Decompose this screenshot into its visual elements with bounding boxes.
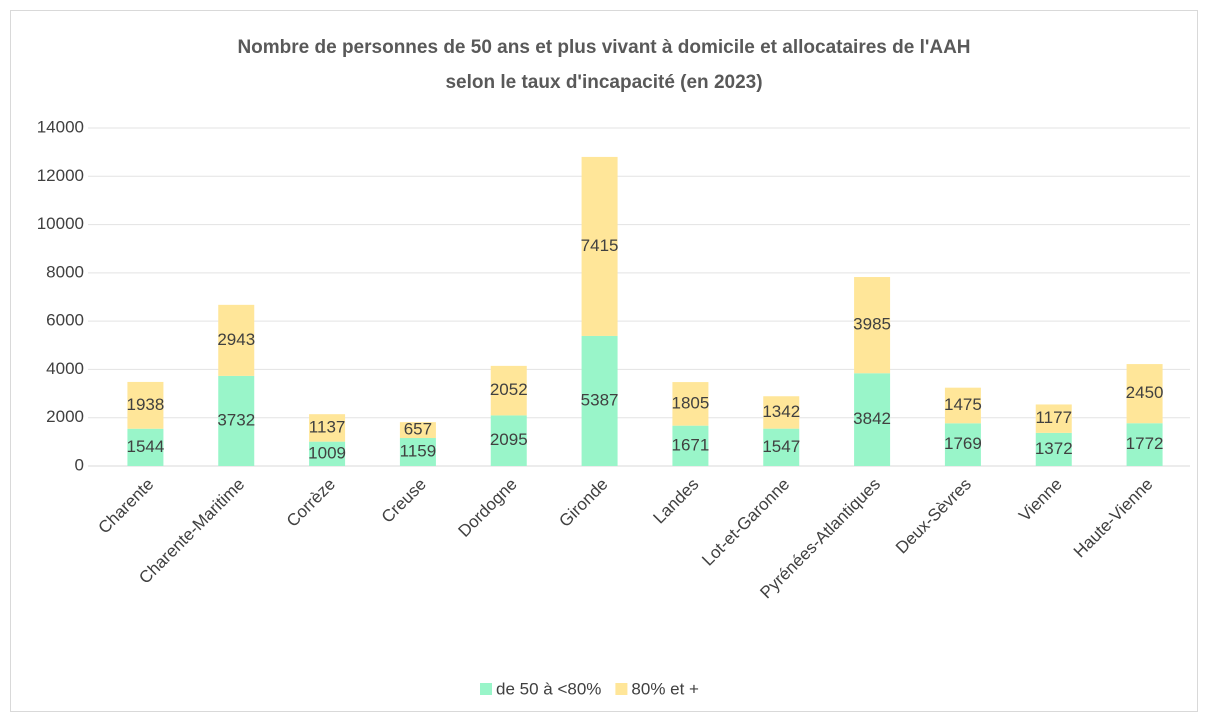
data-label: 7415 [581, 236, 619, 255]
chart-title: Nombre de personnes de 50 ans et plus vi… [237, 37, 970, 58]
bar-segment [944, 423, 981, 466]
y-tick-label: 8000 [46, 262, 84, 281]
bar-segment [218, 375, 255, 466]
data-label: 1177 [1035, 408, 1072, 427]
data-label: 2095 [490, 430, 528, 449]
bar-segment [581, 335, 618, 466]
data-label: 2450 [1126, 383, 1164, 402]
y-tick-label: 6000 [46, 311, 84, 330]
bar-segment [763, 428, 800, 466]
chart-title: selon le taux d'incapacité (en 2023) [445, 72, 762, 93]
y-tick-label: 4000 [46, 359, 84, 378]
legend-swatch [615, 683, 628, 695]
data-label: 1137 [309, 417, 346, 436]
data-label: 1009 [308, 443, 346, 462]
bar-segment [309, 414, 346, 442]
data-label: 1671 [672, 435, 710, 454]
data-label: 1342 [762, 402, 800, 421]
bar-segment [854, 277, 891, 374]
bar-segment [1126, 364, 1163, 424]
data-label: 1544 [127, 437, 165, 456]
y-tick-label: 12000 [37, 166, 84, 185]
y-tick-label: 14000 [37, 117, 84, 136]
data-label: 1547 [762, 437, 800, 456]
y-tick-label: 2000 [46, 407, 84, 426]
bar-segment [399, 422, 436, 439]
bar-segment [1035, 432, 1072, 466]
bar-segment [672, 382, 709, 426]
data-label: 5387 [581, 390, 619, 409]
bar-segment [127, 381, 164, 429]
data-label: 1805 [672, 393, 710, 412]
y-tick-label: 0 [75, 455, 84, 474]
data-label: 1769 [944, 434, 982, 453]
data-label: 1938 [127, 395, 165, 414]
y-tick-label: 10000 [37, 214, 84, 233]
data-label: 3985 [853, 315, 891, 334]
bar-segment [399, 438, 436, 466]
data-label: 1772 [1126, 434, 1164, 453]
bar-segment [218, 304, 255, 376]
data-label: 3732 [217, 410, 255, 429]
bar-segment [1126, 423, 1163, 466]
legend-label: de 50 à <80% [496, 679, 601, 698]
legend-swatch [480, 683, 492, 695]
bar-segment [581, 156, 618, 336]
data-label: 1372 [1035, 439, 1073, 458]
bar-segment [763, 396, 800, 429]
bar-segment [490, 365, 527, 416]
bar-segment [309, 441, 346, 466]
bar-segment [944, 387, 981, 424]
bar-segment [490, 415, 527, 466]
data-label: 2943 [217, 330, 255, 349]
bar-segment [672, 425, 709, 466]
legend-label: 80% et + [631, 679, 699, 698]
data-label: 657 [404, 420, 432, 439]
data-label: 1159 [400, 441, 437, 460]
data-label: 2052 [490, 380, 528, 399]
bar-segment [1035, 404, 1072, 433]
data-label: 1475 [944, 395, 982, 414]
bar-segment [127, 428, 164, 466]
bar-segment [854, 373, 891, 466]
data-label: 3842 [853, 409, 891, 428]
